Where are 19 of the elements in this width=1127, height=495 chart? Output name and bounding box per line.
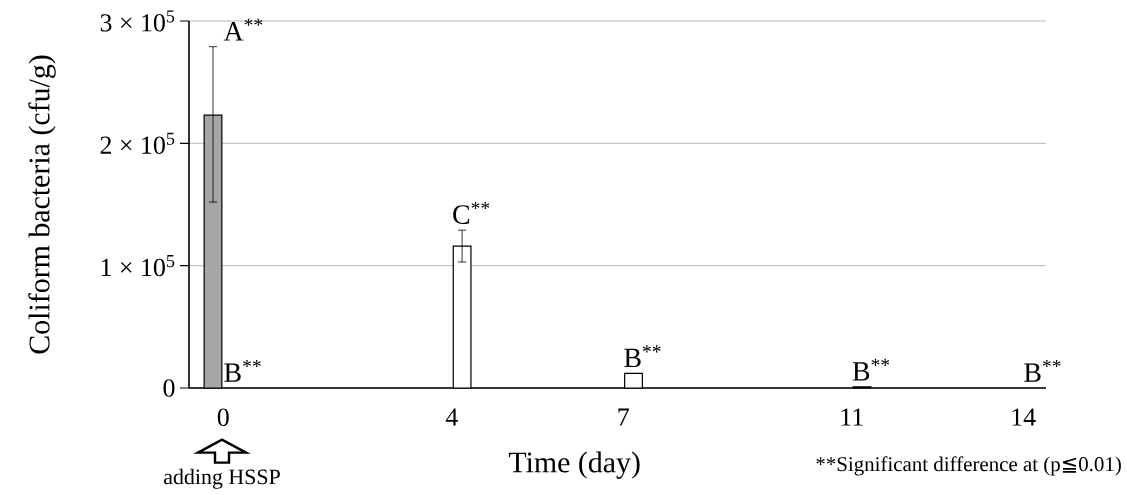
annotation: B$^{**}$ (1024, 359, 1061, 382)
annotation: B$^{**}$ (852, 358, 890, 381)
x-axis-title: Time (day) (508, 451, 640, 479)
y-tick-label: 3 × 10$^{5}$ (100, 10, 175, 32)
y-tick-label: 2 × 10$^{5}$ (100, 132, 175, 154)
annotation: B$^{**}$ (624, 345, 661, 368)
x-tick-label: 14 (1012, 408, 1036, 426)
x-tick-label: 4 (445, 408, 458, 426)
x-tick-label: 0 (217, 408, 229, 426)
y-tick-label: 1 × 10$^{5}$ (101, 255, 175, 277)
annotation: A$^{**}$ (223, 18, 263, 41)
text: **Significant difference at (p≦0.01) (816, 456, 1121, 476)
annotation: B$^{**}$ (224, 359, 261, 382)
annotation: C$^{**}$ (453, 201, 490, 224)
y-axis-title: Coliform bacteria (cfu/g) (28, 55, 56, 354)
x-tick-label: 11 (841, 408, 863, 426)
x-tick-label: 7 (618, 408, 629, 426)
y-tick-label: 0 (163, 379, 175, 397)
text: adding HSSP (164, 468, 280, 489)
